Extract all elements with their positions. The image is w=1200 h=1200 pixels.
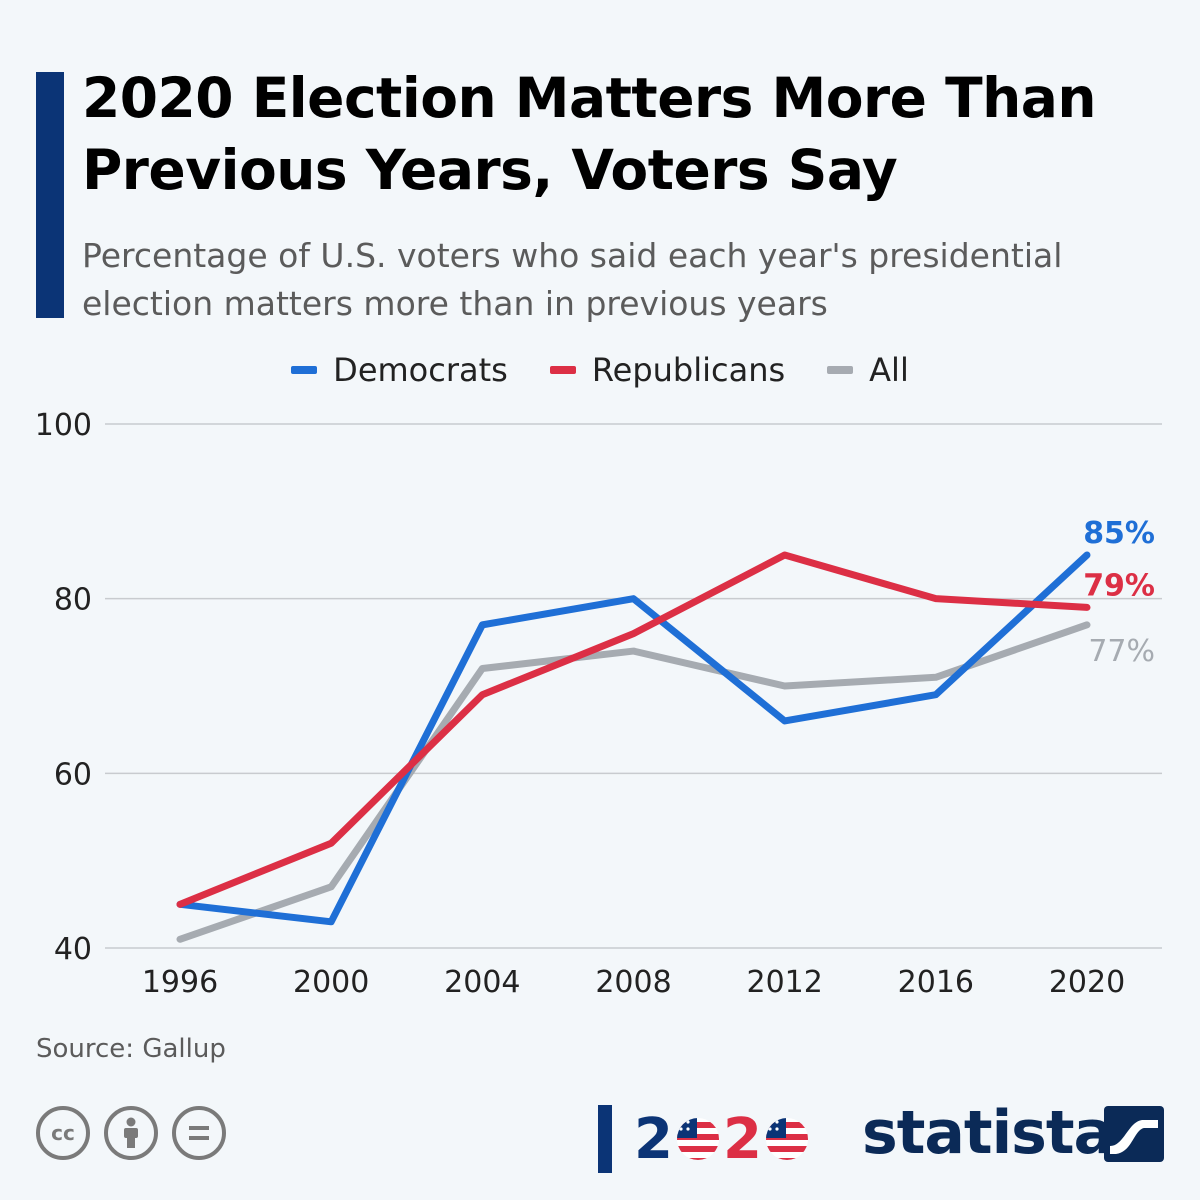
legend: Democrats Republicans All: [0, 348, 1200, 392]
legend-label-all: All: [869, 351, 909, 389]
legend-label-democrats: Democrats: [333, 351, 508, 389]
license-icons: cc: [36, 1106, 226, 1160]
x-tick-label: 2000: [293, 965, 369, 1000]
legend-label-republicans: Republicans: [591, 351, 786, 389]
attribution-icon[interactable]: [104, 1106, 158, 1160]
legend-swatch-democrats: [291, 366, 318, 374]
series-line-democrats: [176, 551, 1091, 926]
chart-title: 2020 Election Matters More Than Previous…: [82, 66, 1097, 202]
logo-digit: 2: [634, 1106, 673, 1172]
legend-item-republicans: Republicans: [549, 351, 786, 389]
legend-item-democrats: Democrats: [291, 351, 508, 389]
x-tick-label: 2016: [898, 965, 974, 1000]
y-tick-label: 80: [54, 583, 92, 618]
line-chart: 100 80 60 40 1996 2000 2004 2008 2012 2016 2020 85%…: [35, 408, 1162, 1000]
equals-icon: [189, 1126, 209, 1140]
election-2020-logo: 2 2: [598, 1104, 812, 1174]
series-line-all: [176, 621, 1091, 943]
x-tick-label: 1996: [142, 965, 218, 1000]
no-derivatives-icon[interactable]: [172, 1106, 226, 1160]
end-label-republicans: 79%: [1083, 568, 1155, 603]
logo-accent-bar: [598, 1105, 612, 1173]
x-tick-label: 2004: [444, 965, 520, 1000]
y-tick-label: 60: [54, 757, 92, 792]
flag-zero-icon: [765, 1118, 808, 1160]
chart-subtitle: Percentage of U.S. voters who said each …: [82, 236, 1063, 323]
logo-digits: 2 2: [634, 1107, 812, 1172]
end-label-democrats: 85%: [1083, 516, 1155, 551]
x-tick-label: 2012: [746, 965, 822, 1000]
title-accent-bar: [36, 72, 64, 318]
series-line-republicans: [176, 551, 1091, 908]
logo-digit: 2: [722, 1106, 762, 1172]
legend-swatch-all: [827, 366, 854, 374]
x-tick-label: 2008: [595, 965, 671, 1000]
statista-logo-icon: [1104, 1106, 1164, 1162]
source-note: Source: Gallup: [36, 1034, 226, 1064]
legend-item-all: All: [827, 351, 909, 389]
x-tick-label: 2020: [1049, 965, 1125, 1000]
legend-swatch-republicans: [549, 366, 576, 374]
person-icon: [124, 1117, 138, 1148]
creative-commons-icon[interactable]: cc: [36, 1106, 90, 1160]
chart-area: 100 80 60 40 1996 2000 2004 2008 2012 2016 2020 85%…: [0, 400, 1200, 1020]
y-tick-label: 100: [35, 408, 92, 443]
statista-wordmark[interactable]: statista: [862, 1098, 1114, 1168]
flag-zero-icon: [676, 1118, 719, 1160]
y-tick-label: 40: [54, 932, 92, 967]
end-label-all: 77%: [1088, 634, 1155, 669]
